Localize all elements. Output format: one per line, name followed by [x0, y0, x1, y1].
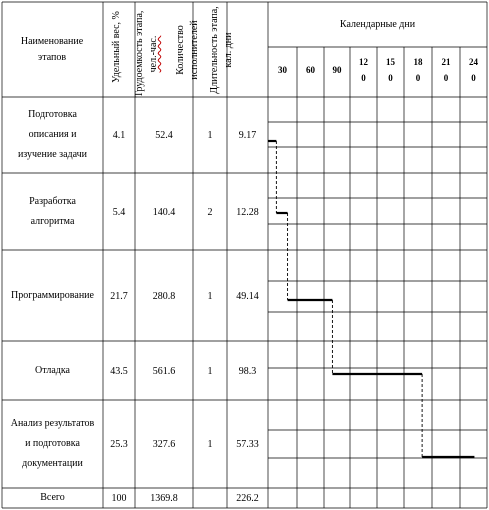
cell-performers: 1 — [207, 439, 213, 450]
cell-name: Разработка алгоритма — [29, 195, 76, 227]
cell-name: Всего — [40, 492, 65, 503]
day-header: 15 0 — [377, 54, 404, 86]
cell-weight: 5.4 — [112, 206, 126, 218]
cell-weight: 100 — [111, 493, 127, 504]
cell-duration: 12.28 — [236, 206, 259, 218]
cell-weight: 43.5 — [110, 365, 128, 377]
cell-name: Подготовка описания и изучение задачи — [17, 109, 88, 160]
cell-performers: 1 — [207, 290, 213, 302]
cell-weight: 21.7 — [110, 290, 128, 302]
cell-labor: 327.6 — [152, 439, 176, 450]
day-header-top: 18 — [413, 57, 423, 67]
day-header-top: 90 — [332, 65, 342, 75]
day-header-bottom: 0 — [443, 73, 449, 83]
header-duration: Длительность этапа, кал. дни — [209, 6, 234, 94]
cell-labor: 140.4 — [152, 206, 176, 218]
cell-duration: 57.33 — [236, 439, 259, 450]
day-header-top: 30 — [278, 65, 287, 75]
cell-weight: 4.1 — [112, 130, 126, 141]
header-calendar-text: Календарные дни — [339, 18, 416, 30]
cell-name: Отладка — [34, 364, 70, 376]
cell-duration: 226.2 — [236, 493, 259, 504]
day-header: 12 0 — [350, 54, 377, 86]
cell-name: Программирование — [11, 289, 94, 301]
cell-labor: 561.6 — [152, 365, 176, 377]
day-header-top: 21 — [441, 57, 451, 67]
cell-duration: 9.17 — [238, 130, 257, 141]
day-header: 30 — [268, 62, 297, 78]
day-header: 60 — [297, 62, 324, 78]
header-labor-prefix: Трудоемкость этапа, — [134, 10, 145, 98]
cell-labor: 1369.8 — [150, 493, 178, 504]
header-name-text: Наименование этапов — [20, 35, 84, 63]
day-header-top: 15 — [386, 57, 395, 67]
day-header-top: 12 — [359, 57, 368, 67]
cell-performers: 2 — [207, 206, 213, 218]
header-weight: Удельный вес, % — [111, 11, 122, 83]
day-header-bottom: 0 — [388, 73, 393, 83]
day-header-bottom: 0 — [415, 73, 421, 83]
cell-duration: 49.14 — [236, 290, 259, 302]
cell-name: Анализ результатов и подготовка документ… — [10, 418, 95, 469]
day-header: 18 0 — [404, 54, 432, 86]
day-header: 90 — [324, 62, 350, 78]
day-header-top: 60 — [306, 65, 315, 75]
header-performers: Количество исполнителей — [175, 20, 200, 80]
cell-weight: 25.3 — [110, 439, 128, 450]
cell-performers: 1 — [207, 365, 213, 377]
cell-performers — [194, 489, 226, 507]
day-header: 24 0 — [460, 54, 487, 86]
day-header: 21 0 — [432, 54, 460, 86]
header-calendar: Календарные дни — [268, 2, 487, 47]
header-labor-unit: чел.-час. — [148, 35, 159, 73]
cell-labor: 280.8 — [152, 290, 176, 302]
day-header-top: 24 — [469, 57, 478, 67]
cell-performers: 1 — [207, 130, 213, 141]
cell-duration: 98.3 — [238, 365, 257, 377]
day-header-bottom: 0 — [361, 73, 366, 83]
cell-labor: 52.4 — [155, 130, 173, 141]
header-name: Наименование этапов — [2, 2, 102, 97]
header-labor: Трудоемкость этапа, чел.-час. — [133, 4, 161, 104]
day-header-bottom: 0 — [471, 73, 476, 83]
